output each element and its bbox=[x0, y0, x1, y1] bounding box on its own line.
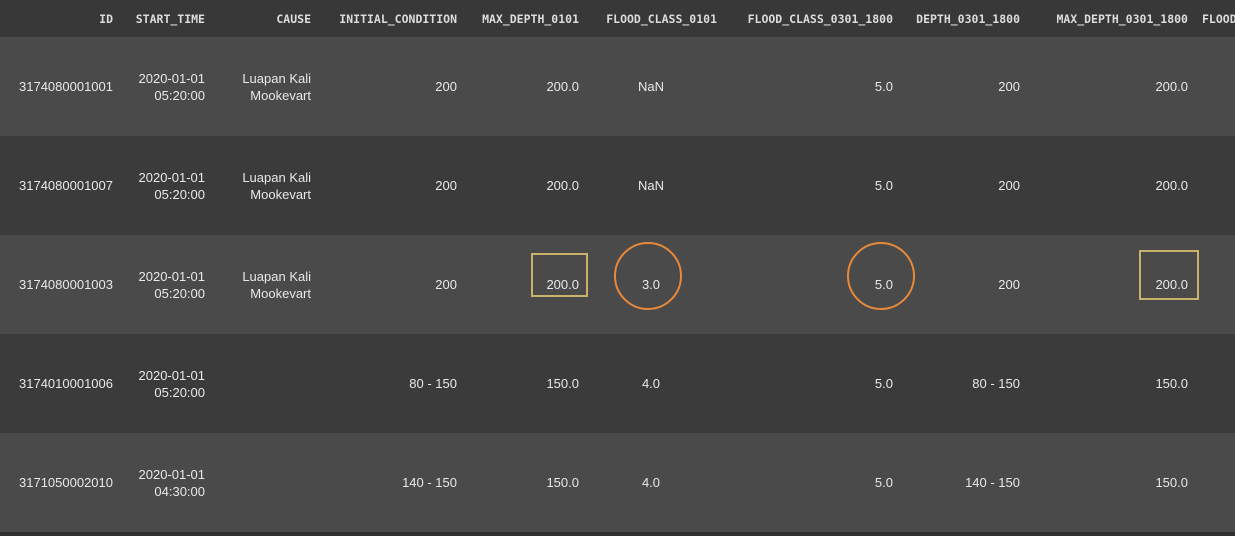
start-clock: 05:20:00 bbox=[154, 87, 205, 103]
cell-flood-truncated bbox=[1194, 37, 1235, 136]
cell-cause bbox=[211, 433, 317, 532]
cell-depth-0301-1800: 200 bbox=[998, 178, 1020, 193]
highlight-box bbox=[1139, 250, 1200, 300]
highlighted-value-wrapper: 200.0 bbox=[1139, 250, 1200, 300]
cell-cause: Luapan Kali Mookevart bbox=[211, 235, 317, 334]
column-header-flood-class-0101[interactable]: FLOOD_CLASS_0101 bbox=[606, 11, 717, 26]
cell-initial-condition: 140 - 150 bbox=[402, 475, 457, 490]
cell-initial-condition: 200 bbox=[435, 178, 457, 193]
highlighted-value-wrapper: 200.0 bbox=[531, 253, 589, 297]
cell-max-depth-0101: 200.0 bbox=[463, 235, 589, 334]
column-header-flood-truncated[interactable]: FLOOD bbox=[1202, 11, 1235, 26]
cell-id: 3174080001007 bbox=[19, 178, 113, 193]
start-date: 2020-01-01 bbox=[138, 268, 206, 284]
table-row: 3174010001006 2020-01-01 05:20:00 80 - 1… bbox=[0, 334, 1235, 433]
cell-flood-class-0301-1800: 5.0 bbox=[874, 376, 893, 391]
table-row: 3174080001003 2020-01-01 05:20:00 Luapan… bbox=[0, 235, 1235, 334]
cell-depth-0301-1800: 200 bbox=[998, 79, 1020, 94]
start-clock: 05:20:00 bbox=[154, 186, 205, 202]
cell-depth-0301-1800: 140 - 150 bbox=[965, 475, 1020, 490]
cell-id: 3171050002010 bbox=[19, 475, 113, 490]
cell-flood-class-0101: NaN bbox=[637, 178, 664, 193]
cell-flood-class-0301-1800: 5.0 bbox=[874, 475, 893, 490]
cell-initial-condition: 80 - 150 bbox=[409, 376, 457, 391]
highlight-box bbox=[531, 253, 589, 297]
next-row-edge bbox=[0, 532, 1235, 536]
cell-start-time: 2020-01-01 05:20:00 bbox=[119, 334, 211, 433]
cell-depth-0301-1800: 200 bbox=[998, 277, 1020, 292]
start-clock: 05:20:00 bbox=[154, 384, 205, 400]
column-header-id[interactable]: ID bbox=[99, 11, 113, 26]
start-clock: 04:30:00 bbox=[154, 483, 205, 499]
cell-initial-condition: 200 bbox=[435, 79, 457, 94]
cause-line-2: Mookevart bbox=[250, 186, 311, 202]
cell-flood-class-0101: 3.0 bbox=[585, 235, 723, 334]
start-date: 2020-01-01 bbox=[138, 169, 206, 185]
cell-max-depth-0301-1800: 150.0 bbox=[1155, 475, 1188, 490]
cell-flood-class-0101: NaN bbox=[637, 79, 664, 94]
cell-flood-truncated bbox=[1194, 334, 1235, 433]
column-header-max-depth-0301-1800[interactable]: MAX_DEPTH_0301_1800 bbox=[1056, 11, 1188, 26]
max-depth-0301-1800-value: 200.0 bbox=[1155, 277, 1188, 292]
cell-max-depth-0301-1800: 200.0 bbox=[1155, 79, 1188, 94]
cell-start-time: 2020-01-01 05:20:00 bbox=[119, 235, 211, 334]
start-clock: 05:20:00 bbox=[154, 285, 205, 301]
cell-cause: Luapan Kali Mookevart bbox=[211, 37, 317, 136]
cell-max-depth-0301-1800: 150.0 bbox=[1155, 376, 1188, 391]
column-header-cause[interactable]: CAUSE bbox=[276, 11, 311, 26]
column-header-max-depth-0101[interactable]: MAX_DEPTH_0101 bbox=[482, 11, 579, 26]
cell-id: 3174080001001 bbox=[19, 79, 113, 94]
cell-start-time: 2020-01-01 05:20:00 bbox=[119, 37, 211, 136]
highlighted-value-wrapper: 5.0 bbox=[846, 242, 915, 310]
cell-cause: Luapan Kali Mookevart bbox=[211, 136, 317, 235]
cell-max-depth-0101: 150.0 bbox=[546, 376, 579, 391]
cell-flood-truncated bbox=[1194, 433, 1235, 532]
cell-max-depth-0101: 200.0 bbox=[546, 178, 579, 193]
cause-line-1: Luapan Kali bbox=[242, 169, 311, 185]
column-header-initial-condition[interactable]: INITIAL_CONDITION bbox=[339, 11, 457, 26]
max-depth-0101-value: 200.0 bbox=[546, 277, 579, 292]
header-row: ID START_TIME CAUSE INITIAL_CONDITION MA… bbox=[0, 0, 1235, 37]
cause-line-1: Luapan Kali bbox=[242, 268, 311, 284]
cell-initial-condition: 200 bbox=[435, 277, 457, 292]
cause-line-2: Mookevart bbox=[250, 87, 311, 103]
cell-flood-class-0101: 4.0 bbox=[641, 475, 661, 490]
cell-flood-truncated bbox=[1194, 235, 1235, 334]
start-date: 2020-01-01 bbox=[138, 70, 206, 86]
cell-cause bbox=[211, 334, 317, 433]
start-date: 2020-01-01 bbox=[138, 466, 206, 482]
column-header-flood-class-0301-1800[interactable]: FLOOD_CLASS_0301_1800 bbox=[747, 11, 893, 26]
cell-flood-class-0301-1800: 5.0 bbox=[874, 178, 893, 193]
table-row: 3174080001001 2020-01-01 05:20:00 Luapan… bbox=[0, 37, 1235, 136]
cause-line-2: Mookevart bbox=[250, 285, 311, 301]
highlight-circle bbox=[846, 242, 915, 310]
highlight-circle bbox=[613, 242, 682, 310]
start-date: 2020-01-01 bbox=[138, 367, 206, 383]
cell-flood-truncated bbox=[1194, 136, 1235, 235]
column-header-start-time[interactable]: START_TIME bbox=[135, 11, 205, 26]
cell-max-depth-0101: 200.0 bbox=[546, 79, 579, 94]
cell-max-depth-0301-1800: 200.0 bbox=[1155, 178, 1188, 193]
cause-line-1: Luapan Kali bbox=[242, 70, 311, 86]
cell-flood-class-0301-1800: 5.0 bbox=[874, 79, 893, 94]
cell-max-depth-0101: 150.0 bbox=[546, 475, 579, 490]
table-row: 3174080001007 2020-01-01 05:20:00 Luapan… bbox=[0, 136, 1235, 235]
cell-depth-0301-1800: 80 - 150 bbox=[972, 376, 1020, 391]
cell-start-time: 2020-01-01 05:20:00 bbox=[119, 136, 211, 235]
cell-flood-class-0301-1800: 5.0 bbox=[723, 235, 915, 334]
highlighted-value-wrapper: 3.0 bbox=[613, 242, 682, 310]
cell-max-depth-0301-1800: 200.0 bbox=[1026, 235, 1200, 334]
cell-flood-class-0101: 4.0 bbox=[641, 376, 661, 391]
table-row: 3171050002010 2020-01-01 04:30:00 140 - … bbox=[0, 433, 1235, 532]
cell-id: 3174010001006 bbox=[19, 376, 113, 391]
cell-id: 3174080001003 bbox=[19, 277, 113, 292]
column-header-depth-0301-1800[interactable]: DEPTH_0301_1800 bbox=[916, 11, 1020, 26]
cell-start-time: 2020-01-01 04:30:00 bbox=[119, 433, 211, 532]
